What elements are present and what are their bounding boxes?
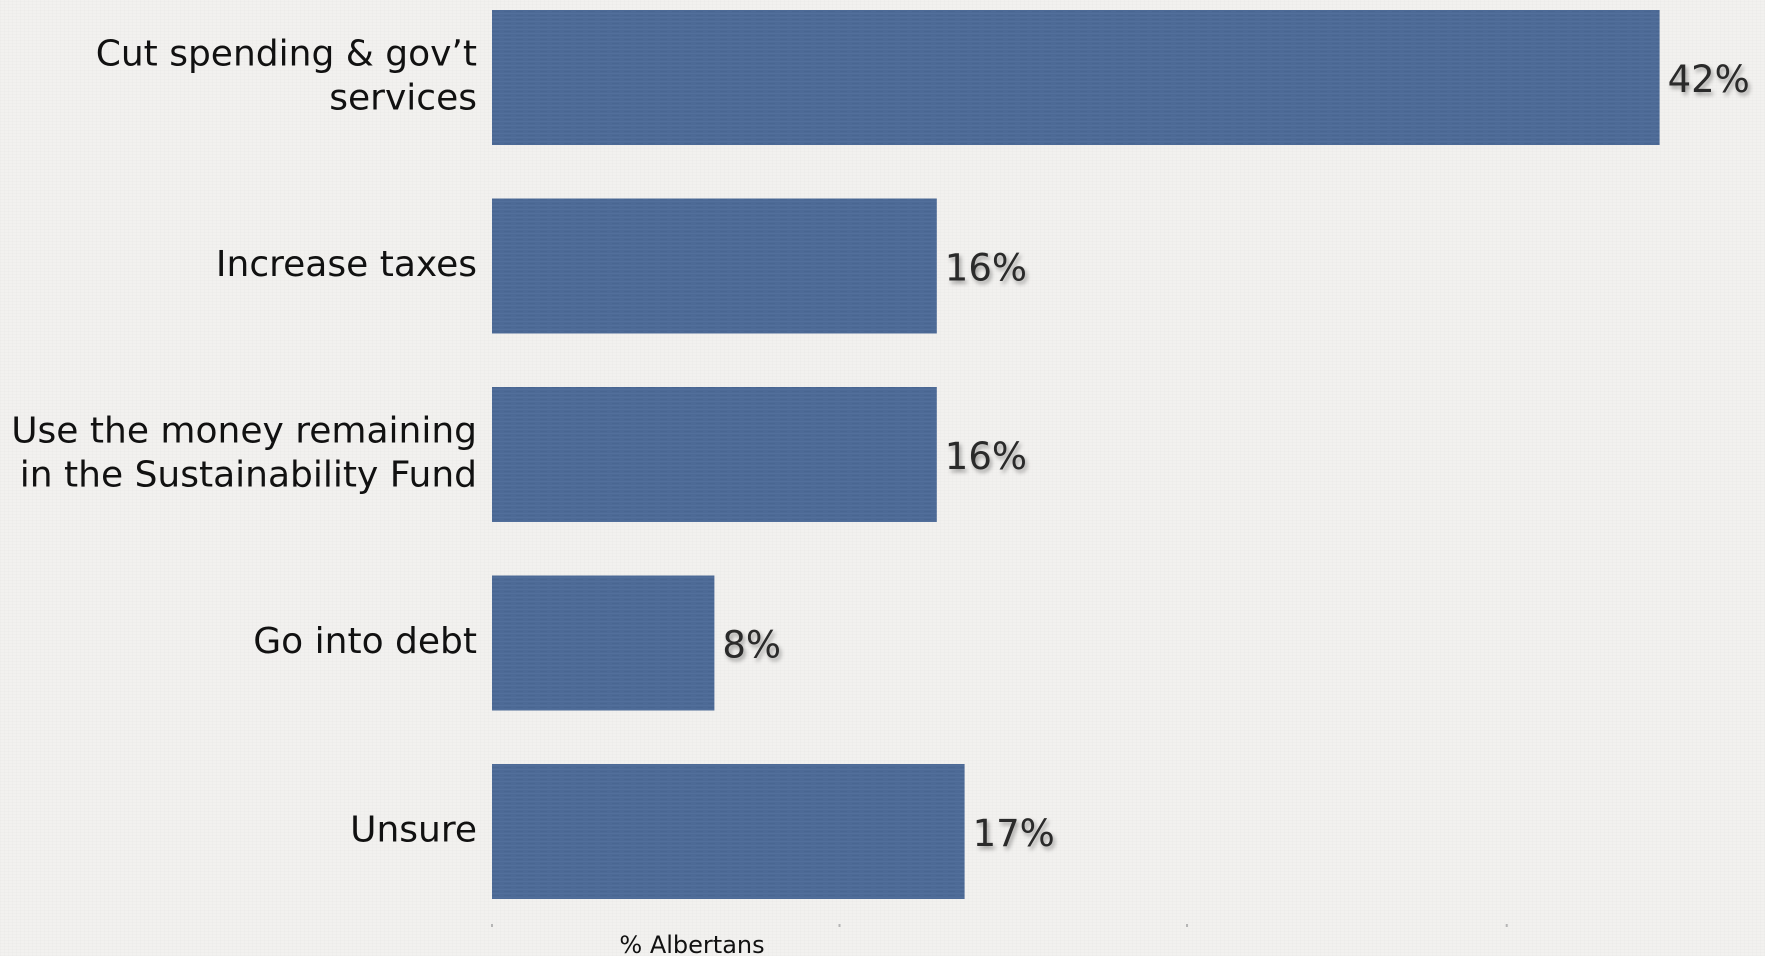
x-axis-tick-2 [838, 924, 841, 927]
value-label-4: 8% [722, 624, 781, 667]
bar-2 [492, 198, 937, 334]
value-labels: 42% 16% 16% 8% 17% [722, 58, 1749, 855]
bar-3 [492, 387, 937, 522]
x-axis [491, 924, 1508, 927]
value-label-1: 42% [1668, 58, 1750, 101]
x-axis-tick-1 [491, 924, 493, 927]
category-label-2: Increase taxes [216, 244, 477, 285]
bar-5 [492, 764, 965, 899]
category-label-3-line-2: in the Sustainability Fund [20, 455, 477, 496]
category-label-5: Unsure [350, 810, 477, 851]
value-label-2: 16% [945, 247, 1027, 290]
bars [492, 10, 1660, 899]
category-label-4: Go into debt [253, 621, 477, 662]
bar-4 [492, 575, 715, 711]
x-axis-tick-4 [1505, 924, 1508, 927]
x-axis-tick-3 [1186, 924, 1188, 927]
value-label-3: 16% [945, 435, 1027, 478]
bar-1 [492, 10, 1660, 145]
category-label-1-line-1: Cut spending & gov’t [96, 34, 477, 75]
category-label-3-line-1: Use the money remaining [11, 411, 477, 452]
x-axis-title: % Albertans [619, 931, 764, 956]
category-label-1-line-2: services [329, 78, 477, 119]
value-label-5: 17% [973, 812, 1055, 855]
